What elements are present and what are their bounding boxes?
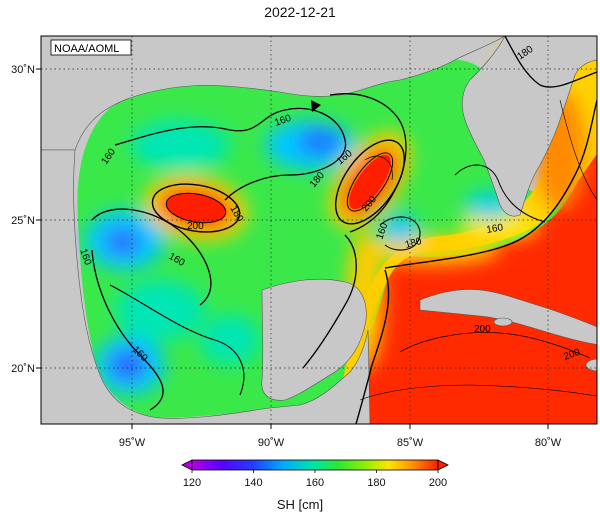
colorbar-tick-label: 140 (244, 477, 262, 489)
colorbar-tick-label: 120 (183, 477, 201, 489)
contour-label: 200 (187, 221, 204, 232)
colorbar-tick-label: 160 (306, 477, 324, 489)
lat-tick-label: 20˚N (11, 363, 35, 375)
colorbar-tick-label: 200 (429, 477, 447, 489)
land-masses (41, 36, 597, 424)
contour-label: 160 (486, 222, 505, 236)
lon-tick-label: 95˚W (119, 437, 146, 449)
colorbar-tick-label: 180 (367, 477, 385, 489)
lon-tick-label: 80˚W (535, 437, 562, 449)
lon-tick-label: 90˚W (258, 437, 285, 449)
contour-label: 200 (474, 324, 491, 335)
colorbar-high-arrow (437, 459, 449, 471)
grid-lines (41, 36, 597, 424)
map-title: 2022-12-21 (264, 4, 336, 20)
colorbar-gradient (191, 459, 439, 471)
colorbar-label: SH [cm] (276, 497, 324, 512)
lat-tick-label: 30˚N (11, 64, 35, 76)
lat-tick-label: 25˚N (11, 215, 35, 227)
credit-text: NOAA/AOML (54, 43, 119, 55)
lon-tick-label: 85˚W (397, 437, 424, 449)
map-frame (40, 35, 598, 425)
contour-lines (91, 36, 597, 424)
colorbar-low-arrow (181, 459, 193, 471)
credit-box: NOAA/AOML (50, 39, 132, 56)
tick-marks (36, 68, 549, 429)
current-arrow-icon (311, 100, 321, 112)
contour-label: 180 (404, 236, 423, 251)
colorbar: 120 140 160 180 200 (181, 459, 449, 489)
